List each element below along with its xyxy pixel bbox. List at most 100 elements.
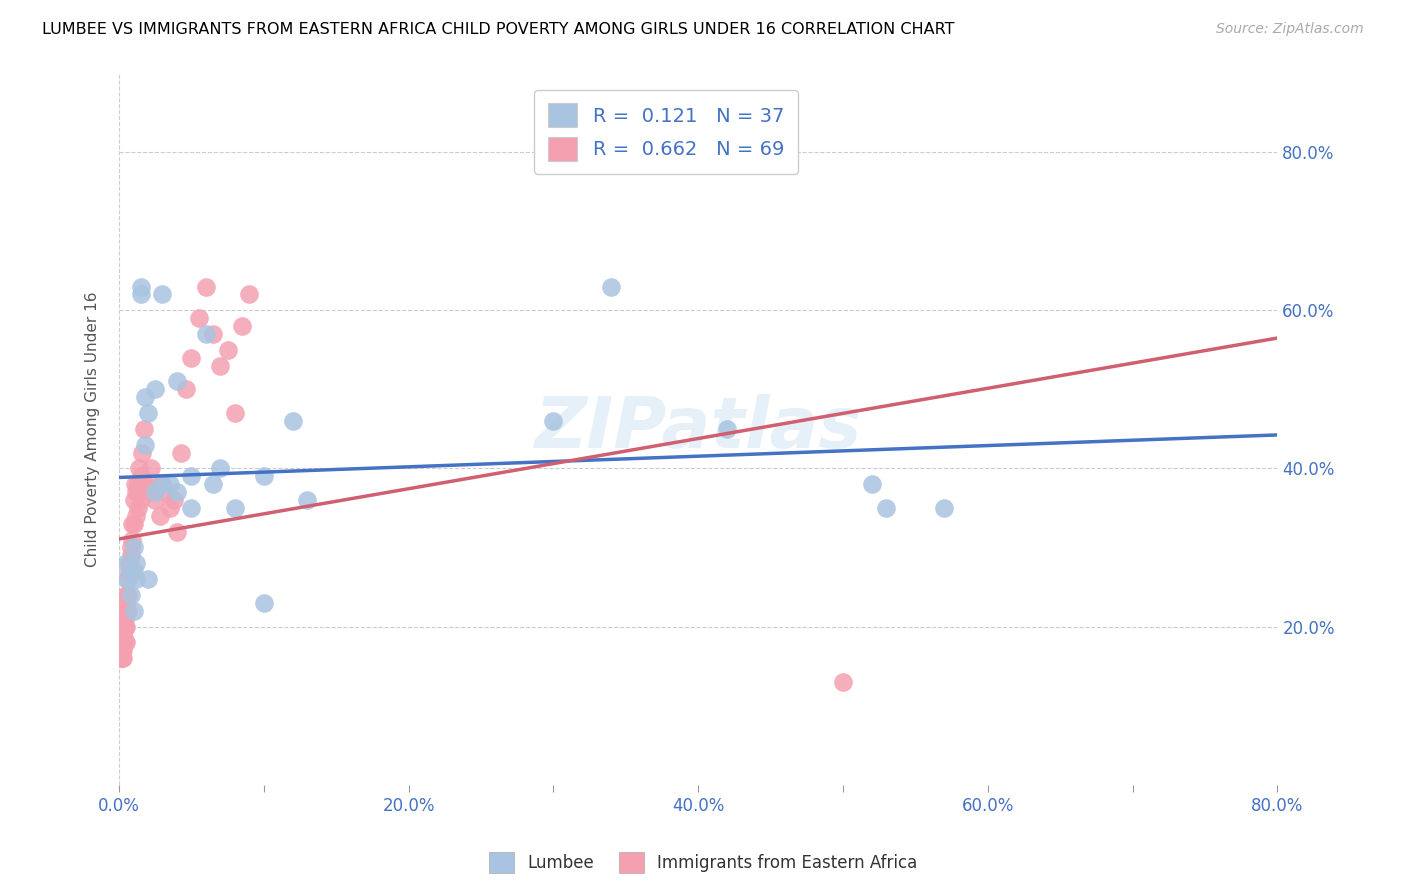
Point bbox=[143, 493, 166, 508]
Point bbox=[127, 500, 149, 515]
Point bbox=[115, 572, 138, 586]
Point bbox=[155, 485, 177, 500]
Point bbox=[159, 477, 181, 491]
Point bbox=[194, 279, 217, 293]
Point bbox=[117, 604, 139, 618]
Point bbox=[152, 287, 174, 301]
Point bbox=[114, 604, 136, 618]
Point bbox=[112, 619, 135, 633]
Point bbox=[110, 635, 132, 649]
Point bbox=[134, 438, 156, 452]
Point bbox=[170, 445, 193, 459]
Point bbox=[253, 469, 276, 483]
Point bbox=[111, 651, 134, 665]
Point bbox=[125, 572, 148, 586]
Point bbox=[110, 651, 132, 665]
Legend: R =  0.121   N = 37, R =  0.662   N = 69: R = 0.121 N = 37, R = 0.662 N = 69 bbox=[534, 90, 797, 174]
Point bbox=[111, 635, 134, 649]
Point bbox=[115, 557, 138, 571]
Point bbox=[131, 445, 153, 459]
Point bbox=[122, 604, 145, 618]
Point bbox=[114, 619, 136, 633]
Point bbox=[166, 485, 188, 500]
Point bbox=[600, 279, 623, 293]
Y-axis label: Child Poverty Among Girls Under 16: Child Poverty Among Girls Under 16 bbox=[86, 291, 100, 566]
Point bbox=[238, 287, 260, 301]
Point bbox=[180, 469, 202, 483]
Point bbox=[121, 533, 143, 547]
Point bbox=[115, 619, 138, 633]
Point bbox=[115, 596, 138, 610]
Point bbox=[217, 343, 239, 357]
Text: LUMBEE VS IMMIGRANTS FROM EASTERN AFRICA CHILD POVERTY AMONG GIRLS UNDER 16 CORR: LUMBEE VS IMMIGRANTS FROM EASTERN AFRICA… bbox=[42, 22, 955, 37]
Point bbox=[543, 414, 565, 428]
Legend: Lumbee, Immigrants from Eastern Africa: Lumbee, Immigrants from Eastern Africa bbox=[482, 846, 924, 880]
Point bbox=[129, 279, 152, 293]
Point bbox=[180, 500, 202, 515]
Point bbox=[112, 627, 135, 641]
Point bbox=[118, 557, 141, 571]
Point bbox=[129, 469, 152, 483]
Point bbox=[145, 477, 167, 491]
Point bbox=[716, 422, 738, 436]
Point bbox=[860, 477, 883, 491]
Point bbox=[139, 461, 162, 475]
Point bbox=[112, 651, 135, 665]
Point bbox=[117, 588, 139, 602]
Point bbox=[152, 477, 174, 491]
Point bbox=[111, 643, 134, 657]
Point bbox=[117, 572, 139, 586]
Point bbox=[112, 643, 135, 657]
Point bbox=[136, 406, 159, 420]
Point bbox=[134, 477, 156, 491]
Text: ZIPatlas: ZIPatlas bbox=[534, 394, 862, 463]
Point bbox=[253, 596, 276, 610]
Point bbox=[209, 359, 232, 373]
Point bbox=[281, 414, 304, 428]
Point bbox=[934, 500, 956, 515]
Point bbox=[159, 500, 181, 515]
Point bbox=[121, 516, 143, 531]
Point bbox=[127, 477, 149, 491]
Text: Source: ZipAtlas.com: Source: ZipAtlas.com bbox=[1216, 22, 1364, 37]
Point bbox=[114, 635, 136, 649]
Point bbox=[132, 422, 155, 436]
Point bbox=[166, 524, 188, 539]
Point bbox=[112, 612, 135, 626]
Point bbox=[125, 485, 148, 500]
Point bbox=[832, 675, 855, 690]
Point bbox=[115, 635, 138, 649]
Point bbox=[231, 319, 253, 334]
Point bbox=[111, 627, 134, 641]
Point bbox=[166, 375, 188, 389]
Point bbox=[875, 500, 897, 515]
Point bbox=[149, 508, 172, 523]
Point bbox=[134, 390, 156, 404]
Point bbox=[152, 477, 174, 491]
Point bbox=[174, 382, 197, 396]
Point bbox=[125, 508, 148, 523]
Point bbox=[122, 564, 145, 578]
Point bbox=[224, 500, 246, 515]
Point bbox=[180, 351, 202, 365]
Point bbox=[128, 461, 150, 475]
Point bbox=[202, 326, 225, 341]
Point bbox=[124, 477, 146, 491]
Point bbox=[163, 493, 186, 508]
Point bbox=[136, 485, 159, 500]
Point bbox=[297, 493, 319, 508]
Point bbox=[224, 406, 246, 420]
Point bbox=[136, 572, 159, 586]
Point bbox=[115, 588, 138, 602]
Point bbox=[122, 516, 145, 531]
Point bbox=[122, 493, 145, 508]
Point bbox=[110, 643, 132, 657]
Point bbox=[115, 604, 138, 618]
Point bbox=[187, 311, 209, 326]
Point bbox=[120, 541, 142, 555]
Point bbox=[122, 541, 145, 555]
Point bbox=[125, 557, 148, 571]
Point bbox=[129, 287, 152, 301]
Point bbox=[114, 612, 136, 626]
Point bbox=[194, 326, 217, 341]
